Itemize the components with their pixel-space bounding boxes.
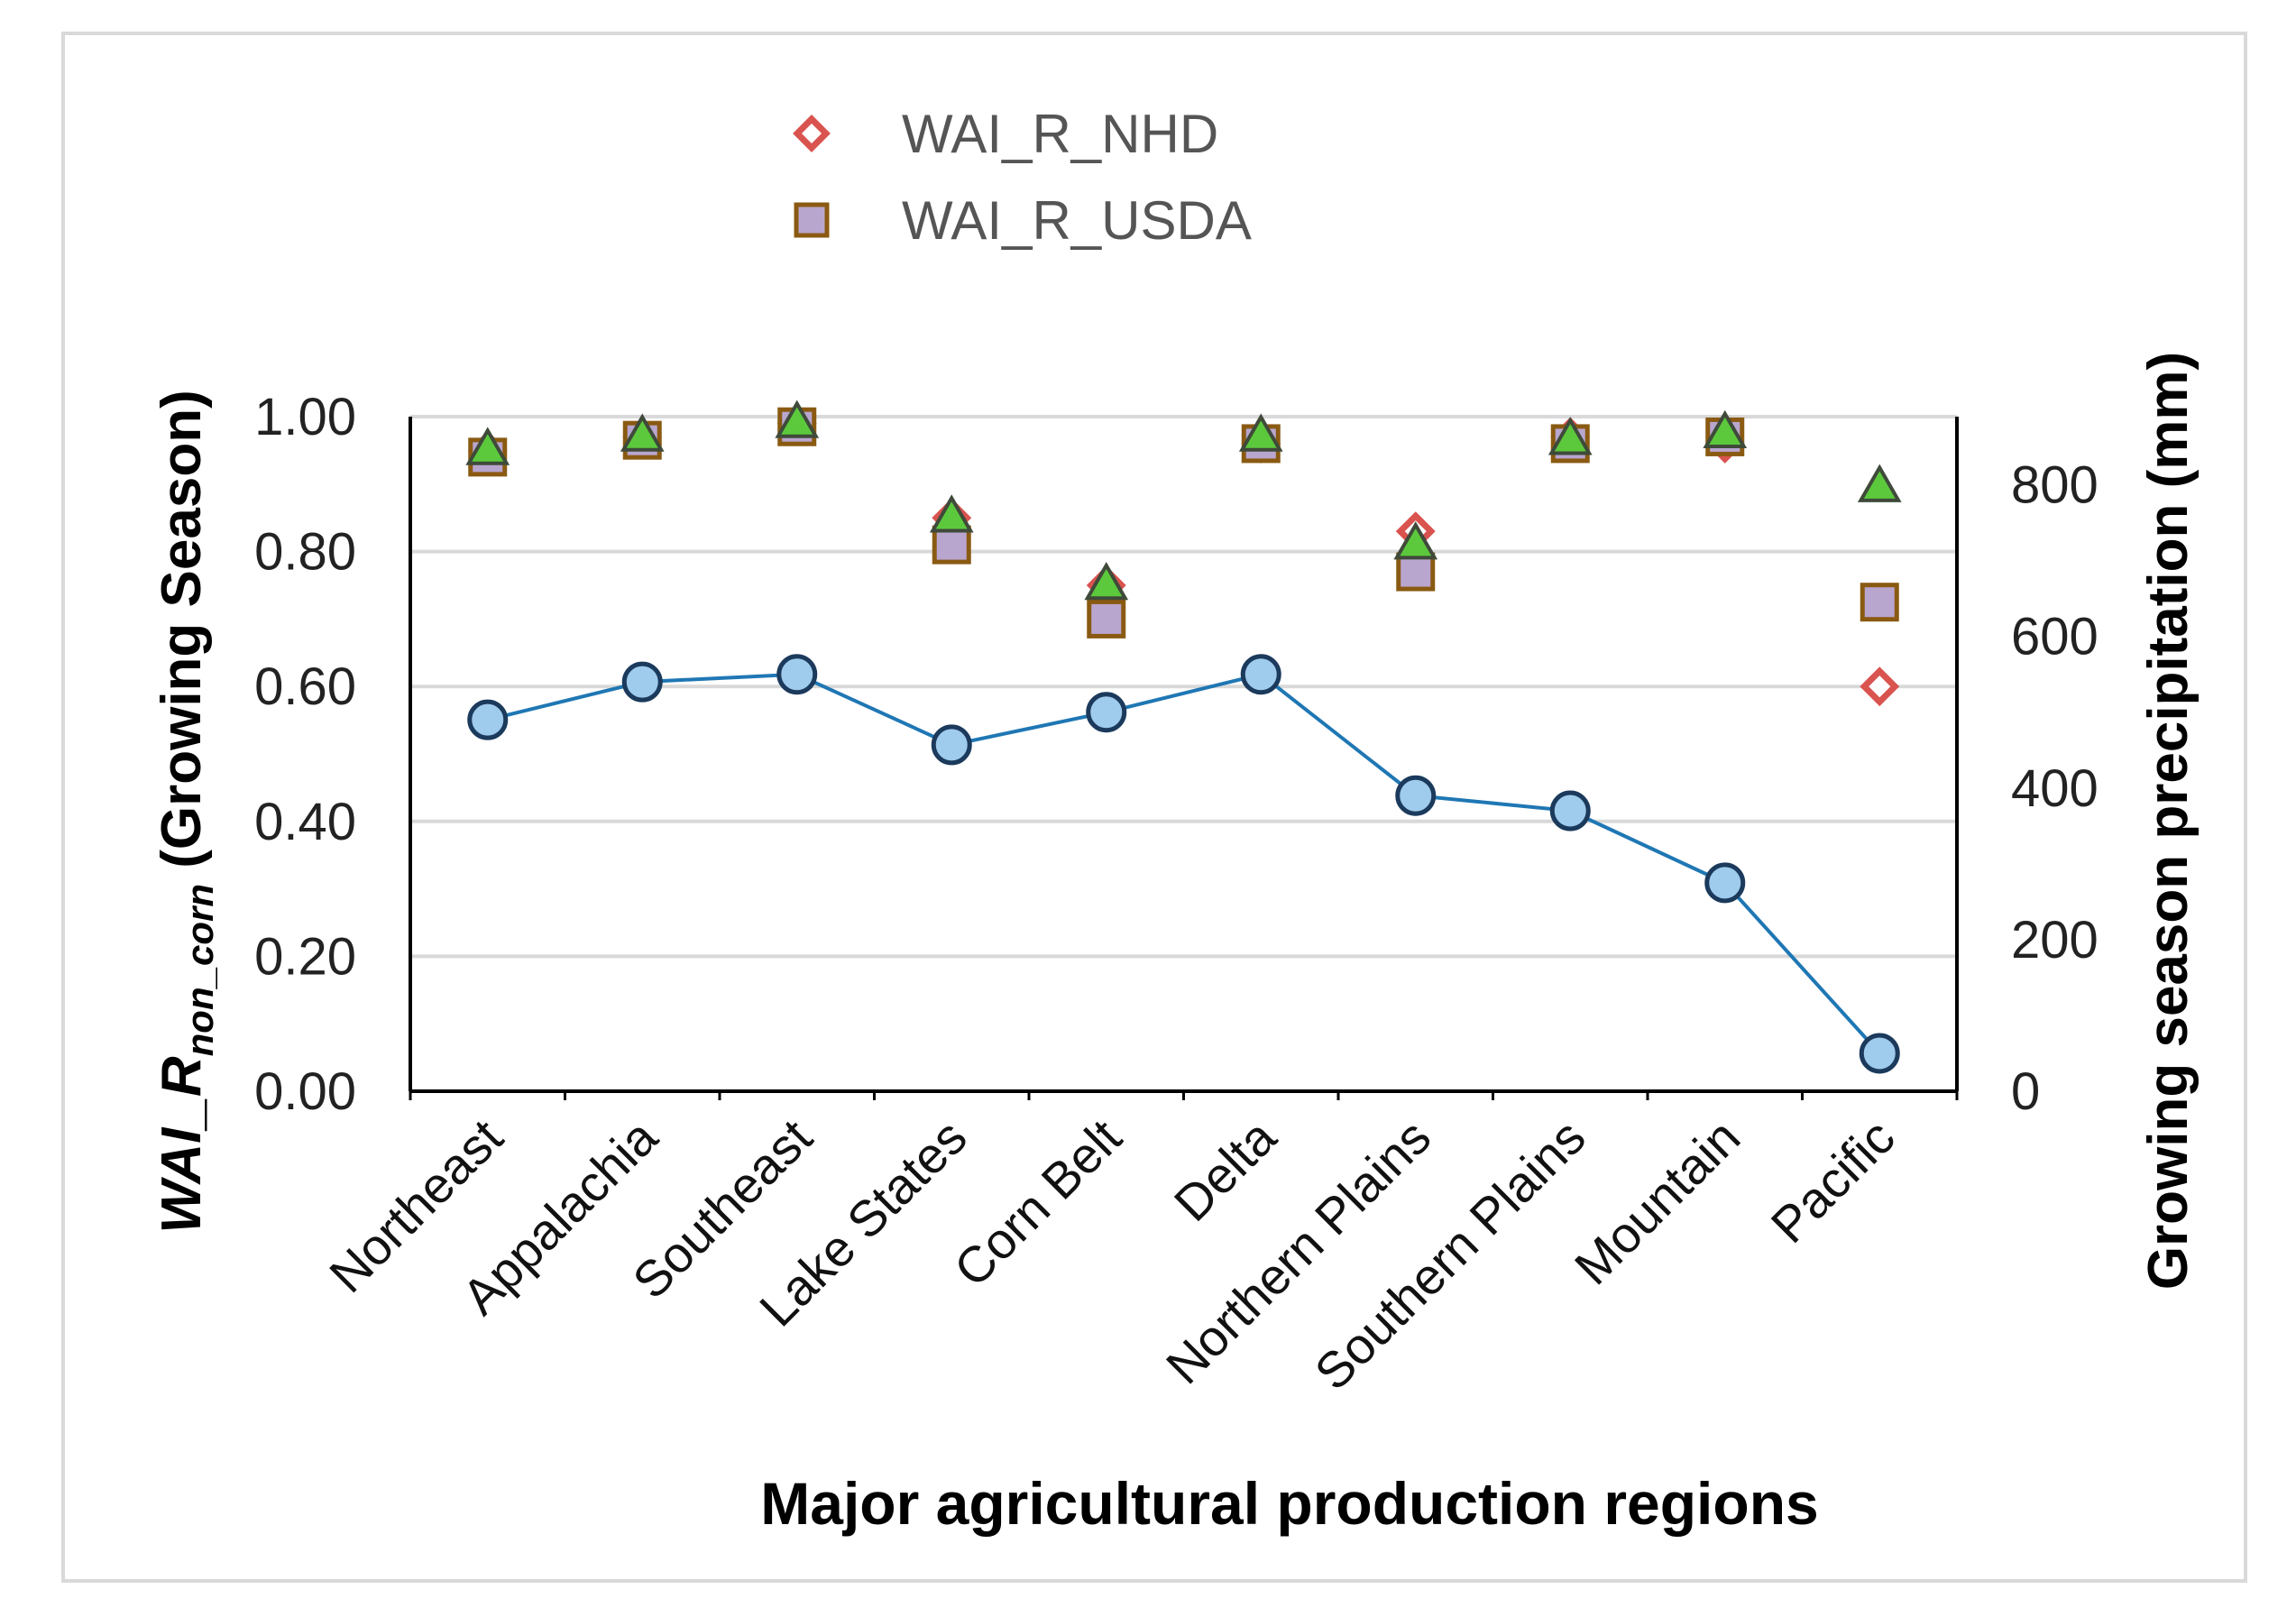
triangle-point xyxy=(1393,521,1438,560)
triangle-point xyxy=(775,400,820,438)
category-label: Delta xyxy=(1163,1107,1288,1232)
triangle-point xyxy=(1703,409,1748,448)
y-tick-label: 0.60 xyxy=(254,657,356,716)
precipitation-point xyxy=(1240,654,1281,695)
y-axis-title: WAI_Rnon_corn (Growing Season) xyxy=(151,390,221,1233)
usda-point xyxy=(1087,599,1126,639)
y-tick-label: 1.00 xyxy=(254,388,356,446)
x-axis-title: Major agricultural production regions xyxy=(760,1470,1818,1537)
triangle-point xyxy=(1857,464,1902,502)
precipitation-line xyxy=(487,672,1881,1055)
y2-tick-label: 400 xyxy=(2011,759,2099,818)
precipitation-point xyxy=(621,661,663,703)
category-label: Northern Plains xyxy=(1155,1108,1441,1394)
series-layer xyxy=(465,400,1902,1074)
y-axis-title-main: WAI_R xyxy=(151,1056,213,1234)
usda-point xyxy=(1396,552,1436,592)
y-tick-label: 0.80 xyxy=(254,523,356,582)
legend-marker-usda xyxy=(794,202,830,238)
y-axis-title-subscript: non_corn xyxy=(179,884,221,1056)
y-tick-label: 0.20 xyxy=(254,927,356,986)
precipitation-point xyxy=(931,724,972,766)
y2-tick-label: 800 xyxy=(2011,456,2099,515)
precipitation-point xyxy=(1395,775,1437,816)
precipitation-point xyxy=(467,699,509,740)
precipitation-point xyxy=(1704,862,1746,904)
triangle-point xyxy=(1238,413,1283,452)
gridlines xyxy=(410,415,1957,959)
triangle-point xyxy=(1548,417,1593,455)
precipitation-point xyxy=(776,654,818,695)
nhd-point xyxy=(1860,666,1900,707)
left-axis-ticks: 0.00 0.20 0.40 0.60 0.80 1.00 xyxy=(254,388,356,1121)
triangle-point xyxy=(1084,561,1129,601)
category-label: Southern Plains xyxy=(1304,1108,1596,1401)
usda-point xyxy=(1860,583,1899,622)
right-axis-ticks: 0 200 400 600 800 xyxy=(2011,456,2099,1121)
category-label: Mountain xyxy=(1564,1108,1750,1295)
precipitation-point xyxy=(1086,692,1127,733)
y2-axis-title: Growing season precipitation (mm) xyxy=(2137,352,2200,1290)
y-tick-label: 0.40 xyxy=(254,793,356,851)
precipitation-point xyxy=(1859,1033,1900,1074)
category-label: Pacific xyxy=(1760,1108,1906,1254)
chart-frame xyxy=(61,32,2247,1583)
usda-point xyxy=(932,525,971,565)
legend-label: WAI_R_USDA xyxy=(902,190,1252,251)
precipitation-point xyxy=(1549,790,1591,831)
triangle-point xyxy=(465,427,510,465)
y-axis-title-suffix-text: (Growing Season) xyxy=(151,390,213,868)
y-tick-label: 0.00 xyxy=(254,1062,356,1121)
y2-tick-label: 0 xyxy=(2011,1062,2040,1121)
y-axis-title-suffix xyxy=(151,868,213,884)
legend: WAI_R_NHD WAI_R_USDA xyxy=(793,104,1252,251)
y2-tick-label: 200 xyxy=(2011,911,2099,969)
triangle-point xyxy=(620,413,665,452)
axes xyxy=(409,417,1959,1100)
legend-label: WAI_R_NHD xyxy=(902,104,1218,164)
y2-tick-label: 600 xyxy=(2011,608,2099,666)
triangle-point xyxy=(929,494,974,533)
legend-marker-nhd xyxy=(793,115,831,152)
category-label: Corn Belt xyxy=(943,1108,1133,1298)
